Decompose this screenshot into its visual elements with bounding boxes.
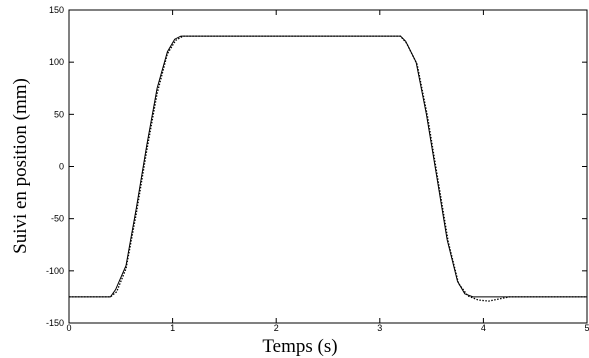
axis-ticks: 0 1 2 3 4 5 150 100 50 0 -50 -100 -150 <box>46 5 589 333</box>
x-tick-label: 5 <box>584 323 589 333</box>
y-tick-label: 150 <box>49 5 64 15</box>
series-line-0 <box>69 35 587 298</box>
x-tick-label: 3 <box>377 323 382 333</box>
x-axis-label: Temps (s) <box>262 336 337 357</box>
y-tick-label: -150 <box>46 318 64 328</box>
y-tick-label: -100 <box>46 266 64 276</box>
y-axis-label: Suivi en position (mm) <box>10 78 31 254</box>
y-tick-label: 100 <box>49 57 64 67</box>
x-tick-label: 0 <box>66 323 71 333</box>
y-tick-label: 0 <box>59 162 64 172</box>
x-tick-label: 4 <box>481 323 486 333</box>
series-layer <box>69 35 587 302</box>
x-tick-label: 1 <box>170 323 175 333</box>
plot-area <box>68 9 588 324</box>
y-tick-label: -50 <box>51 214 64 224</box>
x-tick-label: 2 <box>274 323 279 333</box>
y-tick-label: 50 <box>54 109 64 119</box>
series-line-1 <box>69 35 587 302</box>
